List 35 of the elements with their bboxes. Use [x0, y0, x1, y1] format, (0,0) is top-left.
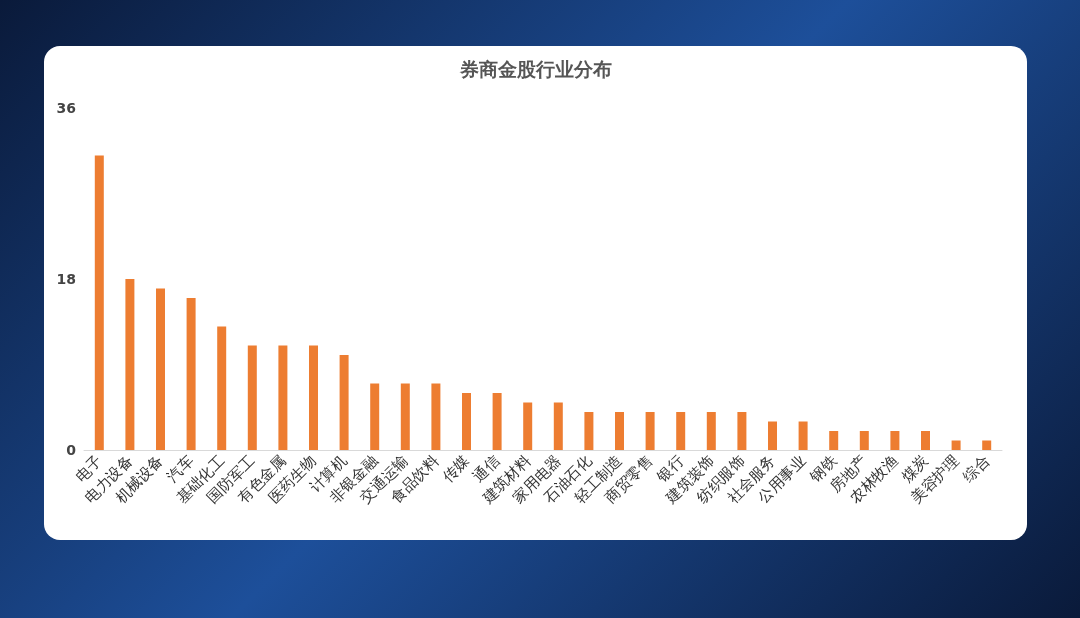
y-tick-label: 36 — [56, 100, 76, 116]
chart-title: 券商金股行业分布 — [458, 57, 612, 80]
bar — [706, 412, 716, 450]
bar — [217, 326, 227, 450]
y-tick-label: 0 — [66, 442, 77, 458]
bar — [431, 383, 441, 450]
bar — [859, 431, 869, 450]
bar — [890, 431, 900, 450]
bar — [676, 412, 686, 450]
bar — [737, 412, 747, 450]
bar — [492, 393, 502, 450]
bar — [462, 393, 471, 450]
bar — [768, 421, 777, 450]
bar — [400, 383, 410, 450]
bar — [156, 288, 165, 450]
bar — [645, 412, 655, 450]
y-tick-label: 18 — [56, 271, 76, 287]
bar — [523, 402, 533, 450]
bar — [370, 383, 380, 450]
bar — [186, 298, 196, 450]
bar — [982, 440, 992, 450]
bar — [921, 431, 930, 450]
bar — [339, 355, 349, 450]
bar — [615, 412, 624, 450]
bar — [798, 421, 808, 450]
bar — [584, 412, 594, 450]
bar — [125, 279, 135, 450]
bar — [309, 345, 318, 450]
bar — [553, 402, 563, 450]
bar — [94, 155, 104, 450]
bar — [247, 345, 257, 450]
bar — [951, 440, 961, 450]
bar — [278, 345, 288, 450]
x-tick-label: 综合 — [959, 451, 994, 486]
bar — [829, 431, 839, 450]
